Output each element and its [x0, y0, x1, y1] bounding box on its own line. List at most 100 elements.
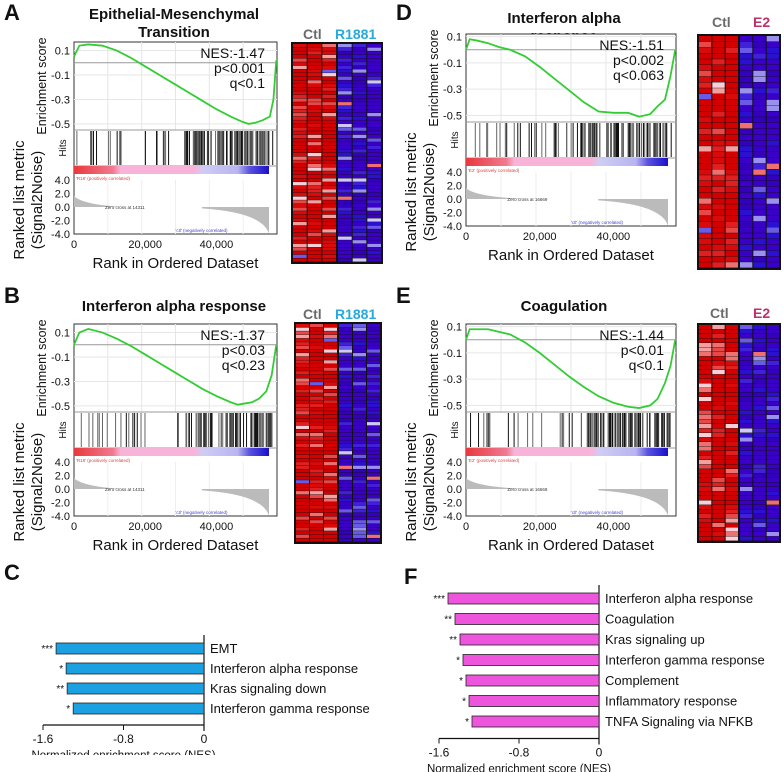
heatmap-cell [353, 385, 366, 389]
heatmap-cell [310, 436, 323, 440]
heatmap-cell [753, 433, 766, 438]
heatmap-cell [367, 407, 380, 411]
heatmap-cell [353, 338, 366, 342]
heatmap-cell [352, 225, 367, 229]
heatmap-cell [699, 505, 712, 510]
heatmap-cell [296, 538, 309, 542]
heatmap-cell [753, 146, 766, 152]
heatmap-cell [367, 182, 381, 186]
heatmap-cell [296, 462, 309, 466]
heatmap-cell [353, 378, 366, 382]
heatmap-cell [367, 69, 381, 73]
heatmap-cell [725, 227, 738, 233]
heatmap-cell [338, 258, 352, 262]
heatmap-cell [367, 123, 381, 128]
heatmap-cell [367, 73, 381, 77]
heatmap-cell [367, 76, 381, 80]
heatmap-cell [310, 429, 323, 433]
heatmap-cell [339, 382, 352, 386]
heatmap-cell [367, 54, 381, 59]
heatmap-cell [367, 349, 380, 353]
heatmap-cell [353, 494, 366, 498]
heatmap-cell [338, 178, 352, 182]
heatmap-cell [339, 458, 352, 462]
heatmap-cell [367, 491, 380, 495]
heatmap-cell [322, 182, 336, 186]
p-value-label: p<0.03 [222, 342, 265, 358]
heatmap-cell [322, 76, 336, 80]
heatmap-cell [766, 406, 779, 411]
heatmap-cell [725, 356, 738, 361]
heatmap-cell [712, 401, 725, 406]
heatmap-cell [338, 200, 352, 204]
heatmap-cell [353, 443, 366, 448]
heatmap-cell [367, 487, 380, 491]
heatmap-cell [699, 473, 712, 478]
heatmap-cell [307, 142, 322, 146]
heatmap-cell [699, 233, 712, 239]
es-tick-label: -0.1 [51, 70, 70, 82]
heatmap-cell [324, 472, 337, 477]
heatmap-cell [352, 98, 367, 102]
heatmap-cell [725, 99, 738, 106]
heatmap-cell [712, 250, 725, 256]
heatmap-cell [322, 229, 336, 233]
heatmap-cell [322, 254, 336, 258]
heatmap-cell [712, 379, 725, 384]
heatmap-cell [310, 531, 323, 535]
heatmap-cell [353, 356, 366, 360]
heatmap-cell [322, 225, 336, 229]
x-tick-label: 0 [71, 239, 77, 251]
heatmap-cell [310, 469, 323, 473]
heatmap-cell [339, 512, 352, 517]
heatmap-cell [353, 451, 366, 455]
heatmap-cell [725, 410, 738, 415]
heatmap-cell [367, 451, 380, 455]
hits-axis-label: Hits [58, 139, 69, 156]
heatmap-cell [712, 388, 725, 393]
heatmap-cell [339, 498, 352, 502]
heatmap-cell [740, 41, 753, 48]
heatmap-cell [725, 469, 738, 474]
heatmap-cell [353, 360, 366, 364]
heatmap-cell [712, 36, 725, 42]
heatmap-cell [753, 500, 766, 505]
heatmap-cell [324, 382, 337, 386]
heatmap-cell [753, 356, 766, 361]
heatmap-cell [699, 134, 712, 140]
heatmap-cell [740, 59, 753, 65]
heatmap-cell [307, 98, 322, 102]
heatmap-cell [322, 156, 336, 160]
heatmap-cell [725, 65, 738, 71]
es-tick-label: -0.1 [51, 352, 70, 364]
heatmap-cell [353, 371, 366, 375]
heatmap-cell [338, 98, 352, 102]
x-tick-label: 40,000 [200, 239, 234, 251]
heatmap-cell [310, 334, 323, 339]
heatmap-cell [322, 185, 336, 189]
heatmap-cell [712, 152, 725, 158]
heatmap-cell [352, 91, 367, 95]
heatmap-cell [310, 385, 323, 389]
x-axis-label: Rank in Ordered Dataset [488, 537, 655, 554]
heatmap-cell [353, 345, 366, 350]
heatmap-cell [352, 51, 367, 55]
heatmap-cell [338, 58, 352, 62]
bar [465, 674, 600, 687]
heatmap-cell [353, 429, 366, 433]
heatmap-cell [712, 500, 725, 505]
heatmap-cell [293, 54, 307, 59]
heatmap-cell [367, 418, 380, 422]
heatmap-cell [296, 443, 309, 448]
heatmap-cell [766, 105, 779, 111]
heatmap-cell [352, 65, 367, 70]
heatmap-cell [712, 505, 725, 510]
heatmap-cell [296, 483, 309, 488]
heatmap-cell [296, 509, 309, 513]
heatmap-cell [338, 167, 352, 171]
heatmap-cell [766, 134, 779, 140]
heatmap-cell [293, 138, 307, 142]
heatmap-cell [296, 531, 309, 535]
metric-tick-label: -4.0 [51, 229, 70, 241]
heatmap-cell [740, 527, 753, 532]
